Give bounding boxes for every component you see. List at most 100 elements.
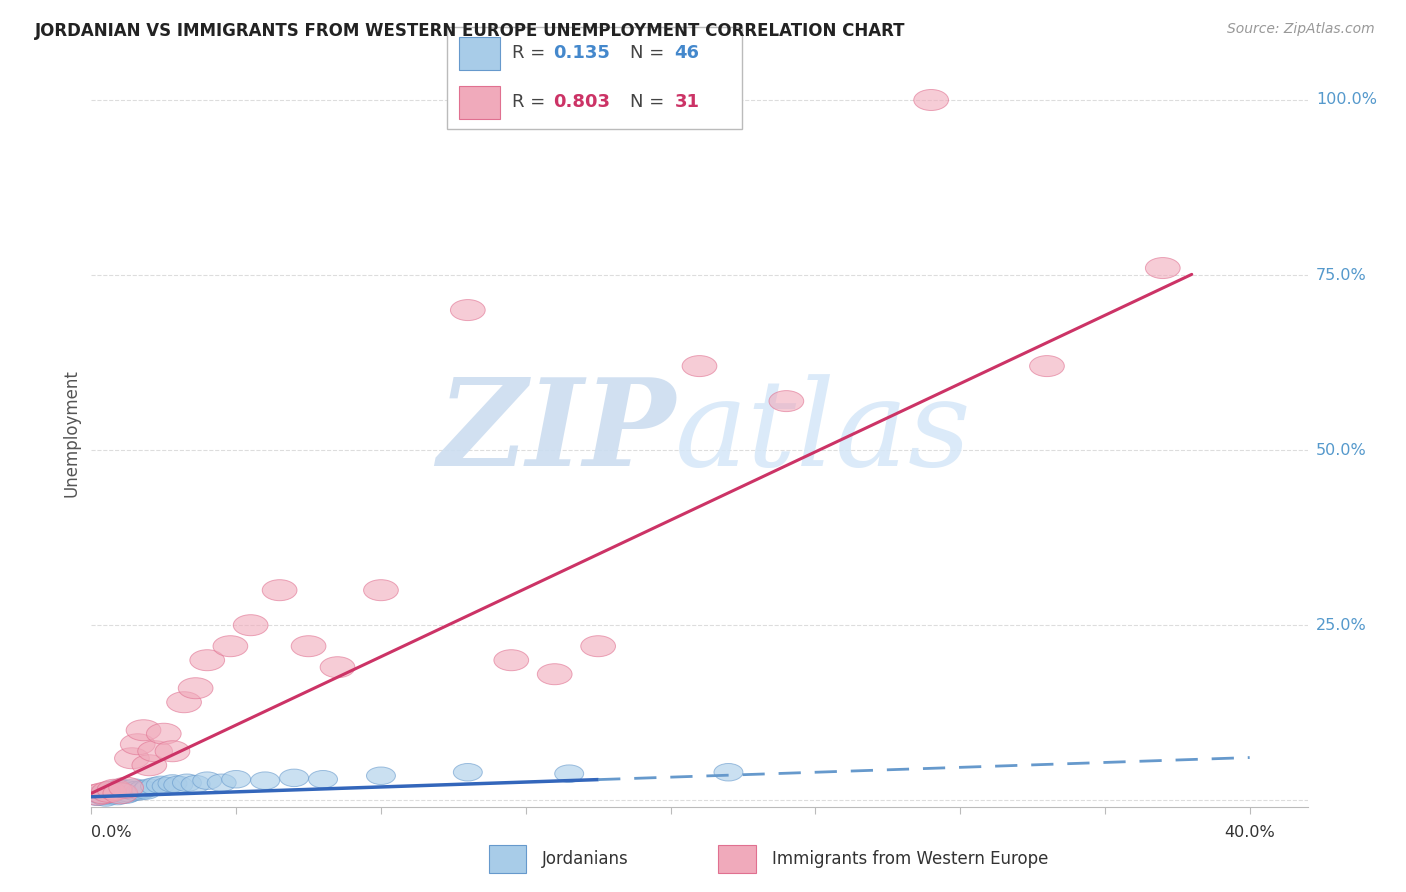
- Text: R =: R =: [512, 93, 546, 111]
- Ellipse shape: [1029, 356, 1064, 376]
- Ellipse shape: [132, 755, 167, 776]
- Text: 0.135: 0.135: [554, 45, 610, 62]
- Text: 50.0%: 50.0%: [1316, 442, 1367, 458]
- Ellipse shape: [263, 580, 297, 600]
- Ellipse shape: [97, 780, 132, 800]
- Text: 0.803: 0.803: [554, 93, 610, 111]
- Ellipse shape: [124, 781, 152, 798]
- Text: Jordanians: Jordanians: [543, 849, 628, 868]
- Ellipse shape: [86, 786, 114, 804]
- Ellipse shape: [97, 784, 127, 802]
- Ellipse shape: [250, 772, 280, 789]
- Ellipse shape: [233, 615, 269, 636]
- Ellipse shape: [181, 775, 209, 793]
- Ellipse shape: [121, 734, 155, 755]
- Ellipse shape: [155, 740, 190, 762]
- Ellipse shape: [152, 778, 181, 795]
- Ellipse shape: [100, 782, 129, 800]
- Ellipse shape: [129, 780, 157, 797]
- Ellipse shape: [94, 787, 124, 804]
- Ellipse shape: [537, 664, 572, 685]
- Text: 0.0%: 0.0%: [91, 825, 132, 840]
- Ellipse shape: [214, 636, 247, 657]
- Ellipse shape: [1146, 258, 1180, 278]
- Text: Source: ZipAtlas.com: Source: ZipAtlas.com: [1227, 22, 1375, 37]
- Ellipse shape: [114, 747, 149, 769]
- Text: 46: 46: [675, 45, 699, 62]
- Ellipse shape: [167, 691, 201, 713]
- Ellipse shape: [146, 723, 181, 744]
- Ellipse shape: [453, 764, 482, 781]
- Ellipse shape: [80, 784, 114, 805]
- Text: atlas: atlas: [675, 374, 972, 491]
- Ellipse shape: [97, 781, 127, 798]
- FancyBboxPatch shape: [447, 27, 742, 129]
- Ellipse shape: [714, 764, 742, 781]
- FancyBboxPatch shape: [489, 845, 526, 872]
- Ellipse shape: [91, 784, 121, 802]
- Text: 75.0%: 75.0%: [1316, 268, 1367, 283]
- Text: N =: N =: [630, 45, 665, 62]
- Ellipse shape: [141, 778, 170, 795]
- Ellipse shape: [555, 765, 583, 782]
- Text: JORDANIAN VS IMMIGRANTS FROM WESTERN EUROPE UNEMPLOYMENT CORRELATION CHART: JORDANIAN VS IMMIGRANTS FROM WESTERN EUR…: [35, 22, 905, 40]
- Ellipse shape: [308, 771, 337, 788]
- Ellipse shape: [367, 767, 395, 784]
- Ellipse shape: [108, 781, 138, 798]
- Text: Immigrants from Western Europe: Immigrants from Western Europe: [772, 849, 1049, 868]
- Ellipse shape: [280, 769, 308, 787]
- Ellipse shape: [450, 300, 485, 320]
- FancyBboxPatch shape: [458, 87, 501, 119]
- Ellipse shape: [100, 786, 129, 804]
- Ellipse shape: [111, 782, 141, 800]
- Ellipse shape: [108, 784, 138, 802]
- FancyBboxPatch shape: [458, 37, 501, 70]
- Text: 100.0%: 100.0%: [1316, 93, 1376, 108]
- Ellipse shape: [83, 788, 111, 805]
- Ellipse shape: [190, 649, 225, 671]
- Ellipse shape: [121, 783, 149, 801]
- Y-axis label: Unemployment: Unemployment: [62, 368, 80, 497]
- Ellipse shape: [86, 783, 121, 804]
- Ellipse shape: [179, 678, 214, 698]
- Ellipse shape: [111, 786, 141, 804]
- Ellipse shape: [121, 779, 149, 797]
- Ellipse shape: [291, 636, 326, 657]
- Ellipse shape: [914, 89, 949, 111]
- Text: ZIP: ZIP: [437, 374, 675, 491]
- Ellipse shape: [321, 657, 354, 678]
- Ellipse shape: [163, 776, 193, 794]
- Text: N =: N =: [630, 93, 665, 111]
- Ellipse shape: [135, 779, 163, 797]
- Ellipse shape: [494, 649, 529, 671]
- Ellipse shape: [91, 781, 127, 803]
- Ellipse shape: [105, 779, 135, 797]
- Ellipse shape: [364, 580, 398, 600]
- Ellipse shape: [222, 771, 250, 788]
- Text: 31: 31: [675, 93, 699, 111]
- Ellipse shape: [173, 774, 201, 791]
- Ellipse shape: [114, 780, 143, 797]
- Ellipse shape: [105, 783, 135, 801]
- Ellipse shape: [207, 774, 236, 791]
- Ellipse shape: [103, 788, 132, 805]
- Ellipse shape: [138, 740, 173, 762]
- Ellipse shape: [132, 781, 160, 799]
- Text: 40.0%: 40.0%: [1225, 825, 1275, 840]
- Ellipse shape: [91, 789, 121, 806]
- Ellipse shape: [108, 777, 143, 798]
- Ellipse shape: [146, 776, 176, 794]
- Ellipse shape: [103, 784, 132, 802]
- Ellipse shape: [89, 788, 118, 805]
- Ellipse shape: [94, 783, 124, 801]
- Ellipse shape: [127, 782, 155, 800]
- Ellipse shape: [103, 783, 138, 804]
- Ellipse shape: [118, 781, 146, 799]
- Text: 25.0%: 25.0%: [1316, 617, 1367, 632]
- Ellipse shape: [193, 772, 222, 789]
- Ellipse shape: [769, 391, 804, 411]
- Ellipse shape: [114, 784, 143, 802]
- FancyBboxPatch shape: [718, 845, 756, 872]
- Ellipse shape: [127, 720, 160, 740]
- Ellipse shape: [581, 636, 616, 657]
